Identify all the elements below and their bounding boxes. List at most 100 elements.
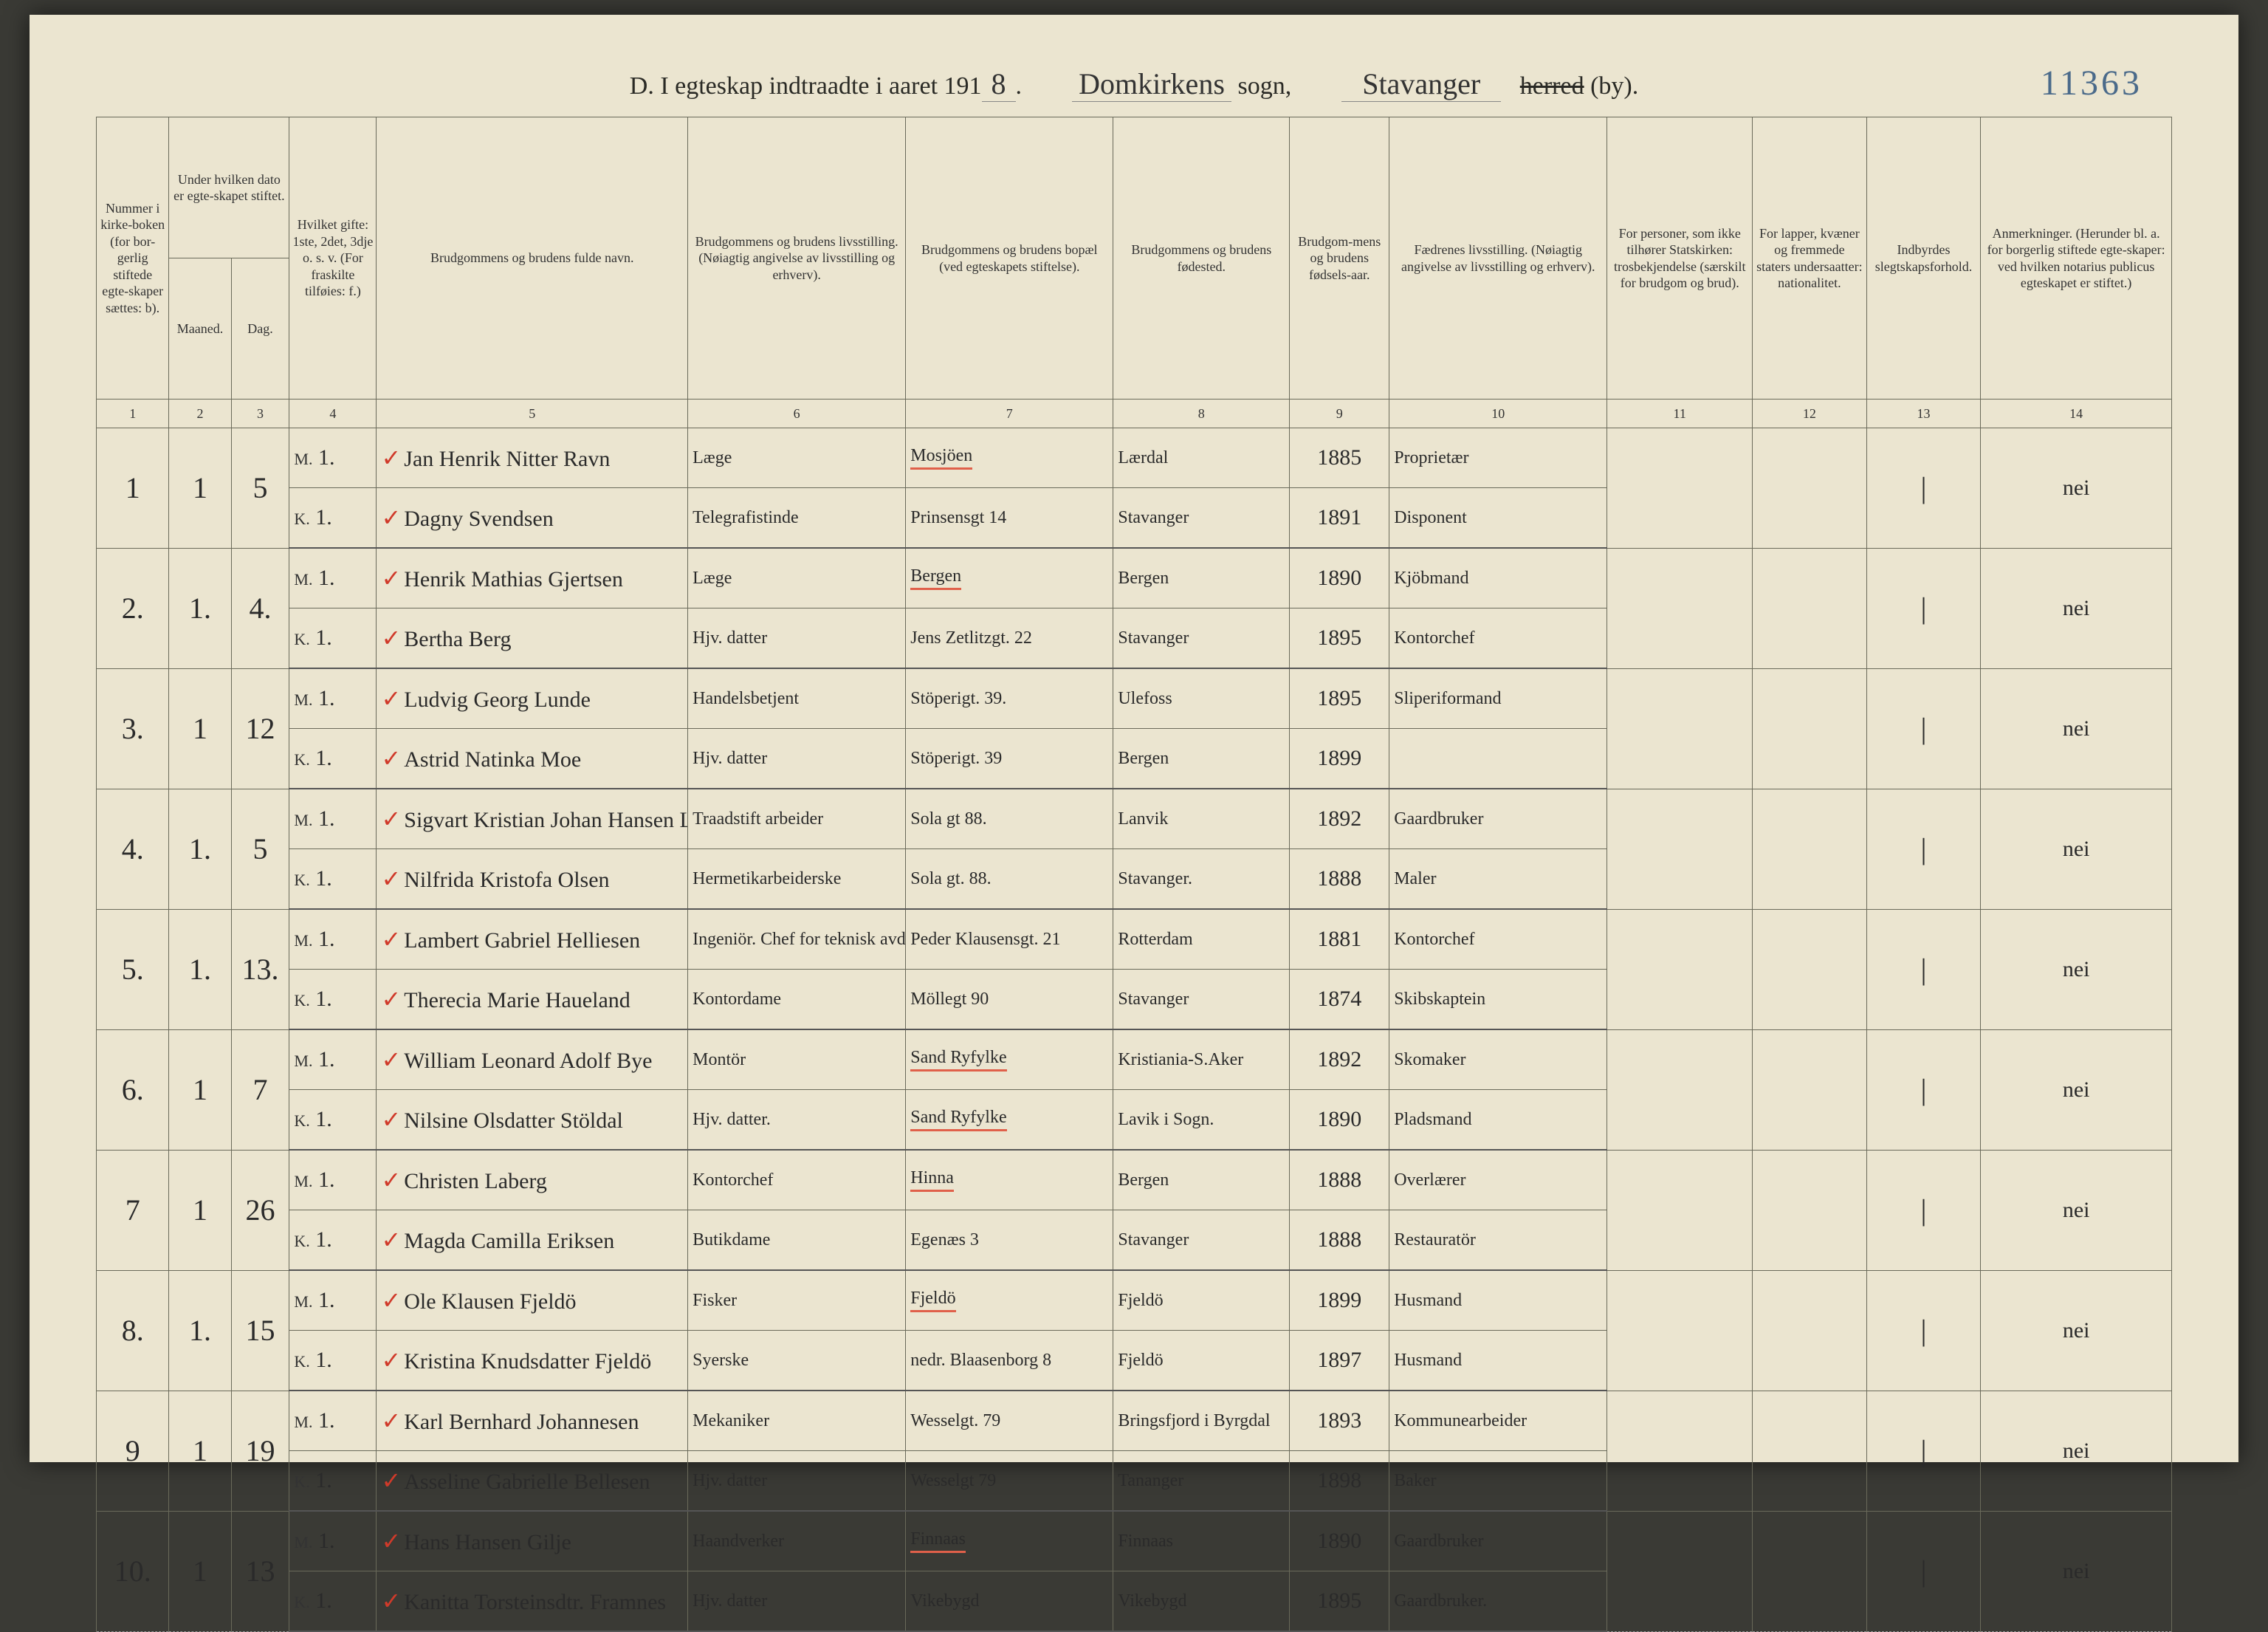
- remark: nei: [1981, 1150, 2172, 1270]
- father-groom: Kontorchef: [1389, 909, 1607, 970]
- addr-groom: Hinna: [906, 1150, 1113, 1210]
- colnum-cell: 9: [1290, 400, 1389, 428]
- occ-bride: Hjv. datter: [688, 1451, 906, 1512]
- col-7-header: Brudgommens og brudens fødested.: [1113, 117, 1290, 400]
- col11: [1607, 1270, 1753, 1391]
- occ-bride: Syerske: [688, 1331, 906, 1391]
- remark: nei: [1981, 909, 2172, 1029]
- day: 15: [231, 1270, 289, 1391]
- remark: nei: [1981, 1511, 2172, 1631]
- month: 1.: [169, 1270, 231, 1391]
- name-groom: ✓Henrik Mathias Gjertsen: [377, 548, 688, 608]
- table-row-groom: 115M. 1.✓Jan Henrik Nitter RavnLægeMosjö…: [97, 428, 2172, 488]
- father-bride: Disponent: [1389, 488, 1607, 549]
- colnum-cell: 3: [231, 400, 289, 428]
- col-9-header: Fædrenes livsstilling. (Nøiagtig angivel…: [1389, 117, 1607, 400]
- addr-bride: Wesselgt 79: [906, 1451, 1113, 1512]
- entry-number: 3.: [97, 668, 169, 789]
- gifte-bride: K. 1.: [289, 970, 377, 1030]
- remark: nei: [1981, 789, 2172, 909]
- col11: [1607, 668, 1753, 789]
- sogn-value: Domkirkens: [1072, 66, 1231, 102]
- col12: [1753, 428, 1867, 549]
- by-label: (by).: [1590, 72, 1638, 100]
- col-2-header-top: Under hvilken dato er egte-skapet stifte…: [169, 117, 289, 258]
- addr-groom: Sola gt 88.: [906, 789, 1113, 849]
- birthplace-bride: Stavanger: [1113, 488, 1290, 549]
- year-groom: 1890: [1290, 548, 1389, 608]
- month: 1: [169, 1150, 231, 1270]
- gifte-bride: K. 1.: [289, 608, 377, 669]
- addr-bride: Egenæs 3: [906, 1210, 1113, 1271]
- father-bride: Maler: [1389, 849, 1607, 910]
- father-bride: Husmand: [1389, 1331, 1607, 1391]
- day: 5: [231, 428, 289, 549]
- occ-groom: Kontorchef: [688, 1150, 906, 1210]
- birthplace-groom: Finnaas: [1113, 1511, 1290, 1571]
- addr-groom: Wesselgt. 79: [906, 1391, 1113, 1451]
- birthplace-bride: Tananger: [1113, 1451, 1290, 1512]
- col-5-header: Brudgommens og brudens livsstilling. (Nø…: [688, 117, 906, 400]
- col12: [1753, 1029, 1867, 1150]
- father-bride: Baker: [1389, 1451, 1607, 1512]
- gifte-bride: K. 1.: [289, 488, 377, 549]
- title-year: 8: [982, 66, 1016, 102]
- remark: nei: [1981, 1391, 2172, 1511]
- addr-groom: Stöperigt. 39.: [906, 668, 1113, 729]
- birthplace-groom: Rotterdam: [1113, 909, 1290, 970]
- name-groom: ✓Lambert Gabriel Helliesen: [377, 909, 688, 970]
- col11: [1607, 1511, 1753, 1631]
- day: 4.: [231, 548, 289, 668]
- entry-number: 4.: [97, 789, 169, 909]
- year-bride: 1895: [1290, 1571, 1389, 1632]
- birthplace-bride: Fjeldö: [1113, 1331, 1290, 1391]
- table-row-groom: 7126M. 1.✓Christen LabergKontorchefHinna…: [97, 1150, 2172, 1210]
- addr-bride: Sand Ryfylke: [906, 1090, 1113, 1151]
- name-bride: ✓Bertha Berg: [377, 608, 688, 669]
- occ-groom: Mekaniker: [688, 1391, 906, 1451]
- occ-groom: Ingeniör. Chef for teknisk avdeling av p…: [688, 909, 906, 970]
- birthplace-bride: Vikebygd: [1113, 1571, 1290, 1632]
- father-bride: Skibskaptein: [1389, 970, 1607, 1030]
- colnum-cell: 14: [1981, 400, 2172, 428]
- col-1-header: Nummer i kirke-boken (for bor-gerlig sti…: [97, 117, 169, 400]
- col-13-header: Anmerkninger. (Herunder bl. a. for borge…: [1981, 117, 2172, 400]
- name-bride: ✓Astrid Natinka Moe: [377, 729, 688, 789]
- col12: [1753, 1391, 1867, 1511]
- father-groom: Husmand: [1389, 1270, 1607, 1331]
- entry-number: 2.: [97, 548, 169, 668]
- addr-groom: Mosjöen: [906, 428, 1113, 488]
- colnum-cell: 8: [1113, 400, 1290, 428]
- year-bride: 1895: [1290, 608, 1389, 669]
- col12: [1753, 1150, 1867, 1270]
- col12: [1753, 668, 1867, 789]
- occ-bride: Hjv. datter.: [688, 1090, 906, 1151]
- day: 12: [231, 668, 289, 789]
- name-groom: ✓Hans Hansen Gilje: [377, 1511, 688, 1571]
- header-row: Nummer i kirke-boken (for bor-gerlig sti…: [97, 117, 2172, 258]
- colnum-cell: 12: [1753, 400, 1867, 428]
- gifte-groom: M. 1.: [289, 428, 377, 488]
- occ-bride: Butikdame: [688, 1210, 906, 1271]
- year-bride: 1890: [1290, 1090, 1389, 1151]
- gifte-groom: M. 1.: [289, 1270, 377, 1331]
- birthplace-groom: Bergen: [1113, 548, 1290, 608]
- name-groom: ✓Ole Klausen Fjeldö: [377, 1270, 688, 1331]
- gifte-bride: K. 1.: [289, 1331, 377, 1391]
- occ-bride: Telegrafistinde: [688, 488, 906, 549]
- occ-bride: Hjv. datter: [688, 1571, 906, 1632]
- addr-groom: Finnaas: [906, 1511, 1113, 1571]
- father-groom: Skomaker: [1389, 1029, 1607, 1090]
- name-bride: ✓Kristina Knudsdatter Fjeldö: [377, 1331, 688, 1391]
- month: 1: [169, 668, 231, 789]
- table-row-groom: 2.1.4.M. 1.✓Henrik Mathias GjertsenLægeB…: [97, 548, 2172, 608]
- addr-groom: Bergen: [906, 548, 1113, 608]
- gifte-groom: M. 1.: [289, 789, 377, 849]
- herred-label: herred: [1520, 72, 1584, 100]
- year-bride: 1888: [1290, 849, 1389, 910]
- father-groom: Kommunearbeider: [1389, 1391, 1607, 1451]
- father-bride: Kontorchef: [1389, 608, 1607, 669]
- name-groom: ✓Sigvart Kristian Johan Hansen Lökhelle: [377, 789, 688, 849]
- slegt: |: [1866, 668, 1981, 789]
- day: 26: [231, 1150, 289, 1270]
